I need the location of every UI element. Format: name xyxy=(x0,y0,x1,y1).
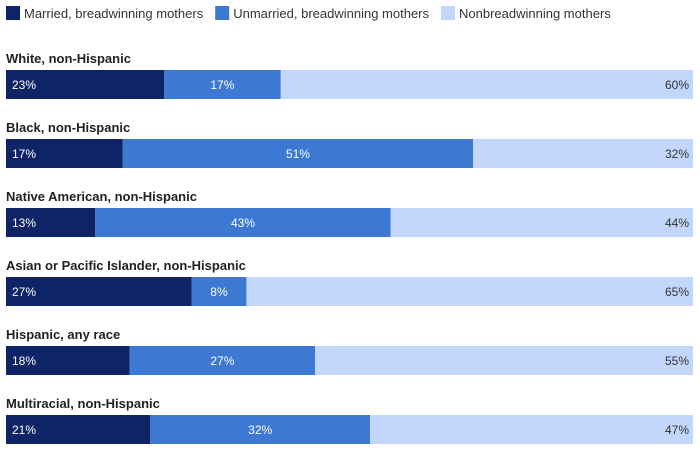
category-label: Asian or Pacific Islander, non-Hispanic xyxy=(6,258,246,273)
legend-swatch xyxy=(215,6,230,20)
data-label: 44% xyxy=(665,216,689,230)
data-label: 47% xyxy=(665,423,689,437)
legend-item-nonbreadwinning-mothers: Nonbreadwinning mothers xyxy=(441,6,611,21)
bar-group-black-non-hispanic: Black, non-Hispanic 17% 51% 32% xyxy=(6,120,693,168)
bar-segment-unmarried-breadwinning-mothers xyxy=(164,70,281,99)
data-label: 23% xyxy=(12,78,36,92)
data-label: 43% xyxy=(231,216,255,230)
category-label: Black, non-Hispanic xyxy=(6,120,130,135)
bar-segment-unmarried-breadwinning-mothers xyxy=(129,346,316,375)
category-label: Hispanic, any race xyxy=(6,327,120,342)
data-label: 27% xyxy=(210,354,234,368)
bar-segment-married-breadwinning-mothers xyxy=(6,415,151,444)
bar-segment-nonbreadwinning-mothers xyxy=(315,346,693,375)
data-label: 55% xyxy=(665,354,689,368)
data-label: 65% xyxy=(665,285,689,299)
legend-label: Unmarried, breadwinning mothers xyxy=(233,6,429,21)
data-label: 32% xyxy=(248,423,272,437)
bar-segment-unmarried-breadwinning-mothers xyxy=(122,139,474,168)
data-label: 32% xyxy=(665,147,689,161)
data-label: 13% xyxy=(12,216,36,230)
legend-item-married-breadwinning-mothers: Married, breadwinning mothers xyxy=(6,6,204,21)
bar-segment-married-breadwinning-mothers xyxy=(6,277,192,306)
chart-legend: Married, breadwinning mothers Unmarried, … xyxy=(6,6,611,21)
legend-swatch xyxy=(6,6,20,20)
category-label: Native American, non-Hispanic xyxy=(6,189,197,204)
data-label: 60% xyxy=(665,78,689,92)
bar-segment-nonbreadwinning-mothers xyxy=(280,70,693,99)
legend-item-unmarried-breadwinning-mothers: Unmarried, breadwinning mothers xyxy=(215,6,430,21)
data-label: 17% xyxy=(12,147,36,161)
bar-group-asian-or-pacific-islander-non-hispanic: Asian or Pacific Islander, non-Hispanic 2… xyxy=(6,258,693,306)
legend-label: Married, breadwinning mothers xyxy=(24,6,204,21)
data-label: 21% xyxy=(12,423,36,437)
bar-segment-nonbreadwinning-mothers xyxy=(473,139,693,168)
data-label: 27% xyxy=(12,285,36,299)
bar-segment-unmarried-breadwinning-mothers xyxy=(150,415,371,444)
category-label: Multiracial, non-Hispanic xyxy=(6,396,160,411)
bar-segment-nonbreadwinning-mothers xyxy=(246,277,693,306)
category-label: White, non-Hispanic xyxy=(6,51,131,66)
data-label: 51% xyxy=(286,147,310,161)
data-label: 18% xyxy=(12,354,36,368)
bar-group-native-american-non-hispanic: Native American, non-Hispanic 13% 43% 44% xyxy=(6,189,693,237)
bar-segment-unmarried-breadwinning-mothers xyxy=(191,277,247,306)
bar-segment-married-breadwinning-mothers xyxy=(6,208,96,237)
bar-segment-married-breadwinning-mothers xyxy=(6,346,130,375)
legend-swatch xyxy=(441,6,456,20)
bar-group-hispanic-any-race: Hispanic, any race 18% 27% 55% xyxy=(6,327,693,375)
bar-segment-married-breadwinning-mothers xyxy=(6,139,123,168)
data-label: 17% xyxy=(210,78,234,92)
bar-group-multiracial-non-hispanic: Multiracial, non-Hispanic 21% 32% 47% xyxy=(6,396,693,444)
chart-plot-area: White, non-Hispanic 23% 17% 60% Black, non-H… xyxy=(6,51,693,444)
bar-segment-nonbreadwinning-mothers xyxy=(390,208,693,237)
legend-label: Nonbreadwinning mothers xyxy=(459,6,611,21)
bar-group-white-non-hispanic: White, non-Hispanic 23% 17% 60% xyxy=(6,51,693,99)
bar-segment-unmarried-breadwinning-mothers xyxy=(95,208,391,237)
bar-segment-married-breadwinning-mothers xyxy=(6,70,165,99)
data-label: 8% xyxy=(210,285,228,299)
bar-segment-nonbreadwinning-mothers xyxy=(370,415,693,444)
